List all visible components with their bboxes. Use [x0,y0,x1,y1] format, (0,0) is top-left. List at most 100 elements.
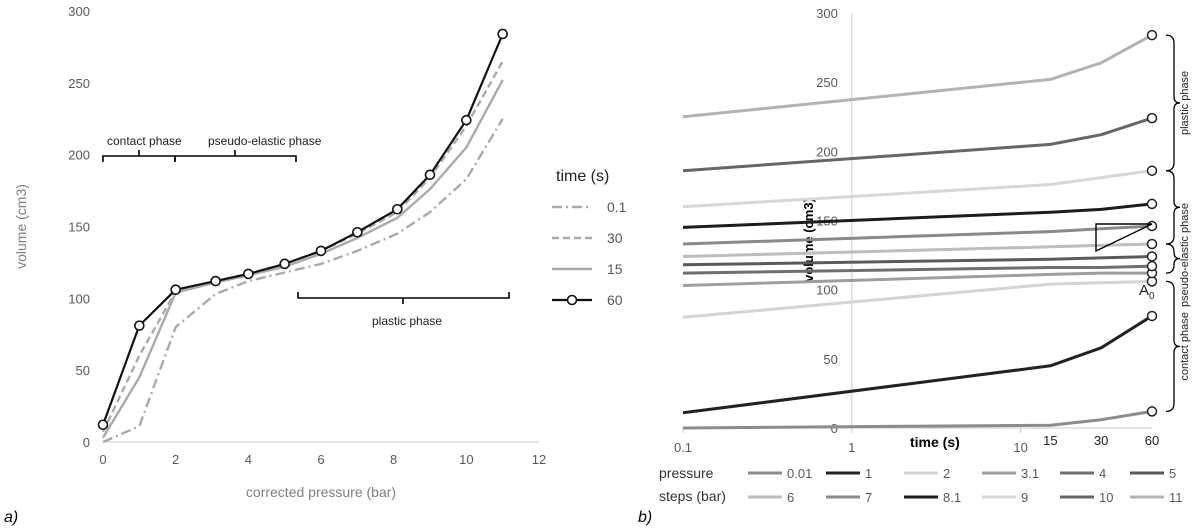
slope-label: A0 [1139,282,1155,302]
x-tick-label: 60 [1145,433,1159,448]
panel-b-series [682,29,1158,430]
y-tick-label: 100 [816,283,838,298]
y-tick-label: 300 [68,4,90,19]
phase-bracket [1165,34,1181,172]
series-line-15 [101,79,504,439]
legend-entry-label: 15 [607,261,623,277]
y-tick-label: 200 [68,148,90,163]
end-point-marker [1146,29,1158,41]
x-tick-label: 0 [99,452,106,467]
panel-a-axes: 0 2 4 6 8 10 12 0 50 100 150 200 250 300 corrected pre… [13,4,546,500]
phase-bracket [1165,170,1181,245]
pseudo-elastic-phase-brace [174,150,297,162]
panel-b-legend: pressure steps (bar) 0.01 1 2 3.1 4 5 6 7 8.1 9 10 11 [659,465,1183,505]
end-point-marker [1146,112,1158,124]
y-tick-label: 0 [831,421,838,436]
x-tick-label: 8 [390,452,397,467]
legend-entry-label: 6 [787,490,794,505]
pseudo-elastic-phase-label: pseudo-elastic phase [208,134,322,148]
end-point-marker [1146,238,1158,250]
panel-b-phase-brackets: plastic phase pseudo-elastic phase contact… [1165,34,1191,413]
end-point-marker [1146,165,1158,176]
legend-entry-label: 4 [1099,466,1106,481]
data-point [497,28,508,40]
x-tick-label: 10 [1013,440,1027,455]
series-line-5 [682,255,1153,267]
x-tick-label: 10 [459,452,473,467]
legend-entry-label: 10 [1099,490,1113,505]
phase-bracket [1165,280,1181,413]
contact-phase-brace [102,150,176,162]
y-tick-label: 50 [76,363,90,378]
plastic-phase-brace [297,292,510,304]
y-tick-label: 100 [68,291,90,306]
end-point-marker [1146,198,1158,210]
legend-marker [566,294,578,306]
legend-entry-label: 11 [1169,490,1183,505]
phase-label: plastic phase [1179,71,1191,135]
x-tick-label: 1 [848,440,855,455]
x-tick-label: 0.1 [674,440,692,455]
y-tick-label: 200 [816,144,838,159]
legend-title: time (s) [556,168,609,185]
series-line-10 [682,116,1153,173]
phase-bracket [1165,243,1181,274]
data-point [170,284,181,296]
data-point [134,320,145,331]
phase-label: pseudo-elastic phase [1179,203,1191,307]
legend-entry-label: 3.1 [1021,466,1039,481]
plastic-phase-label: plastic phase [372,314,442,328]
slope-label-main: A [1139,282,1149,299]
legend-entry-label: 0.01 [787,466,812,481]
x-axis-title: time (s) [910,434,960,450]
x-tick-label: 15 [1043,433,1057,448]
data-point [210,275,221,287]
panel-a-chart: 0 2 4 6 8 10 12 0 50 100 150 200 250 300 corrected pre… [4,4,627,526]
series-line-6 [682,242,1153,258]
legend-entry-label: 1 [865,466,872,481]
y-tick-label: 250 [68,76,90,91]
y-axis-title: volume (cm3) [13,184,29,269]
series-line-2 [682,279,1153,319]
x-tick-label: 12 [532,452,546,467]
phase-label: contact phase [1179,312,1191,381]
panel-a-label: a) [4,509,18,526]
legend-entry-label: 8.1 [943,490,961,505]
series-line-11 [682,33,1153,119]
data-point [352,226,363,238]
legend-entry-label: 30 [607,230,623,246]
series-line-4 [682,264,1153,275]
y-tick-label: 0 [83,435,90,450]
panel-a-series [97,28,508,444]
x-tick-label: 30 [1094,433,1108,448]
x-tick-label: 6 [317,452,324,467]
panel-a-legend: time (s) 0.1 30 15 60 [552,168,627,308]
data-point [279,258,290,270]
series-line-1 [682,314,1153,415]
panel-a-annotations: contact phase pseudo-elastic phase plast… [102,134,510,328]
data-point [243,268,254,280]
y-tick-label: 250 [816,75,838,90]
x-axis-title: corrected pressure (bar) [246,484,396,500]
slope-triangle-shape [1095,223,1153,253]
slope-label-sub: 0 [1149,291,1155,302]
series-line-8.1 [682,202,1153,229]
legend-entry-label: 5 [1169,466,1176,481]
series-line-3.1 [682,271,1152,287]
series-line-7 [682,224,1153,246]
y-tick-label: 300 [816,6,838,21]
slope-triangle: A0 [1095,223,1155,302]
legend-entry-label: 0.1 [607,199,627,215]
x-tick-label: 4 [245,452,252,467]
legend-entry-label: 60 [607,292,623,308]
legend-entry-label: 9 [1021,490,1028,505]
contact-phase-label: contact phase [107,134,182,148]
legend-entry-label: 7 [865,490,872,505]
end-point-marker [1146,310,1158,322]
end-point-marker [1146,406,1158,417]
series-line-0.01 [682,409,1153,430]
end-point-marker [1146,251,1158,262]
end-point-marker [1146,260,1158,272]
